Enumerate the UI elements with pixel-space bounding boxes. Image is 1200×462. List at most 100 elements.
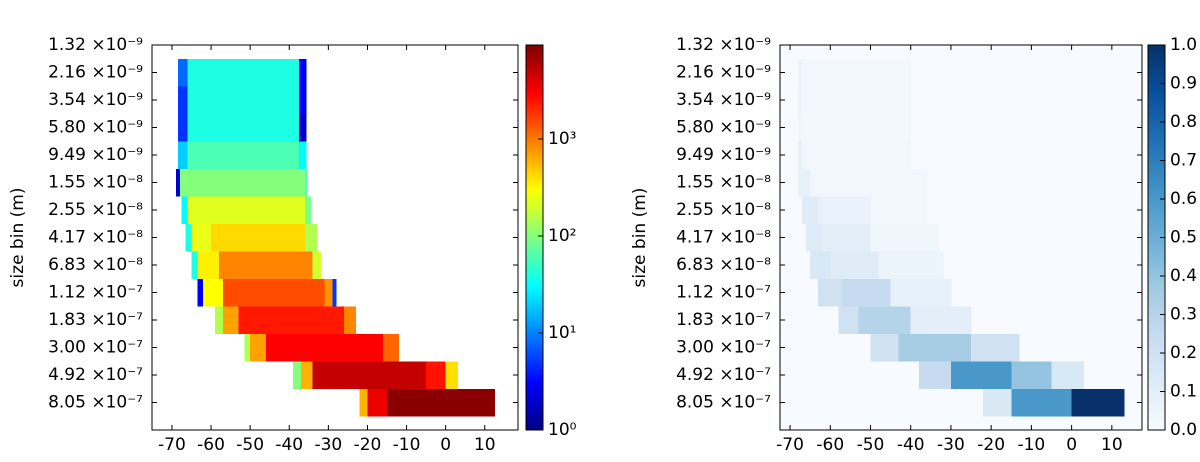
colorbar-step — [1148, 166, 1165, 169]
colorbar-step — [1148, 291, 1165, 294]
colorbar-step — [526, 351, 543, 354]
colorbar-step — [1148, 301, 1165, 304]
colorbar-step — [526, 333, 543, 337]
heatmap-cell — [304, 196, 312, 225]
colorbar-step — [526, 75, 543, 79]
colorbar-step — [1148, 52, 1165, 56]
y-tick-label: 3.54 ×10⁻⁹ — [48, 90, 143, 110]
heatmap-cell — [971, 333, 1020, 362]
colorbar-step — [526, 77, 543, 81]
colorbar-step — [526, 245, 543, 248]
colorbar-step — [526, 131, 543, 135]
colorbar-step — [526, 397, 543, 400]
colorbar-step — [1148, 281, 1165, 285]
x-tick-label: -20 — [977, 435, 1005, 455]
colorbar-step — [526, 250, 543, 254]
colorbar-step — [1148, 68, 1165, 71]
colorbar-step — [526, 127, 543, 131]
colorbar-step — [526, 404, 543, 408]
colorbar-step — [1148, 274, 1165, 277]
colorbar-tick-label: 10¹ — [548, 323, 576, 343]
colorbar-step — [526, 114, 543, 117]
colorbar-step — [526, 170, 543, 173]
heatmap-cell — [300, 361, 314, 390]
colorbar-step — [1148, 222, 1165, 225]
colorbar-step — [1148, 360, 1165, 364]
colorbar-step — [526, 73, 543, 77]
colorbar-step — [1148, 71, 1165, 75]
colorbar-step — [526, 395, 543, 398]
heatmap-cell — [818, 278, 843, 307]
heatmap-cell — [890, 278, 952, 307]
colorbar-step — [1148, 345, 1165, 348]
colorbar-step — [526, 422, 543, 425]
colorbar-step — [1148, 279, 1165, 283]
colorbar-step — [1148, 77, 1165, 81]
colorbar-step — [1148, 306, 1165, 310]
colorbar-step — [1148, 81, 1165, 84]
colorbar-step — [1148, 366, 1165, 369]
colorbar-step — [1148, 249, 1165, 252]
colorbar-step — [526, 339, 543, 342]
heatmap-cell — [324, 278, 333, 307]
colorbar-step — [1148, 91, 1165, 94]
colorbar-step — [1148, 406, 1165, 410]
colorbar-step — [1148, 154, 1165, 158]
colorbar-step — [1148, 343, 1165, 346]
colorbar-step — [1148, 79, 1165, 83]
colorbar-tick-label: 0.3 — [1170, 305, 1197, 325]
colorbar-step — [1148, 245, 1165, 248]
colorbar-step — [526, 347, 543, 350]
colorbar-step — [526, 249, 543, 252]
y-tick-label: 2.16 ×10⁻⁹ — [48, 63, 143, 83]
colorbar-step — [526, 177, 543, 181]
colorbar-step — [526, 222, 543, 225]
colorbar-step — [526, 179, 543, 183]
colorbar-step — [526, 401, 543, 404]
colorbar-step — [1148, 54, 1165, 58]
colorbar-tick-label: 0.6 — [1170, 189, 1197, 209]
colorbar-step — [526, 206, 543, 210]
heatmap-cell — [802, 141, 912, 170]
heatmap-cell — [838, 306, 859, 335]
y-tick-label: 5.80 ×10⁻⁹ — [676, 118, 771, 138]
colorbar-step — [1148, 397, 1165, 400]
colorbar-step — [526, 418, 543, 421]
colorbar-step — [526, 160, 543, 163]
colorbar-step — [526, 185, 543, 188]
colorbar-step — [1148, 337, 1165, 341]
colorbar-step — [526, 272, 543, 275]
colorbar-step — [1148, 181, 1165, 185]
heatmap-cell — [426, 361, 447, 390]
colorbar-step — [526, 118, 543, 121]
heatmap-cell — [806, 223, 823, 252]
heatmap-cell — [1071, 388, 1125, 417]
colorbar-step — [1148, 410, 1165, 414]
colorbar-step — [1148, 118, 1165, 121]
colorbar-step — [526, 252, 543, 256]
x-tick-label: -50 — [236, 435, 264, 455]
colorbar-step — [526, 210, 543, 213]
colorbar-step — [526, 343, 543, 346]
colorbar-step — [526, 143, 543, 146]
colorbar-step — [1148, 395, 1165, 398]
colorbar-step — [526, 189, 543, 192]
colorbar-step — [1148, 399, 1165, 402]
colorbar-step — [1148, 195, 1165, 198]
colorbar-step — [1148, 378, 1165, 381]
colorbar-step — [526, 322, 543, 325]
colorbar-step — [526, 197, 543, 200]
colorbar-step — [526, 379, 543, 383]
colorbar-step — [526, 391, 543, 394]
heatmap-cell — [299, 113, 307, 142]
colorbar-step — [526, 229, 543, 233]
heatmap-cell — [810, 168, 928, 197]
colorbar-tick-label: 0.1 — [1170, 382, 1197, 402]
colorbar-step — [1148, 148, 1165, 152]
colorbar-step — [1148, 199, 1165, 202]
colorbar-step — [1148, 276, 1165, 279]
colorbar-step — [526, 291, 543, 294]
colorbar-step — [526, 133, 543, 136]
colorbar-step — [1148, 131, 1165, 135]
heatmap-cell — [293, 361, 302, 390]
